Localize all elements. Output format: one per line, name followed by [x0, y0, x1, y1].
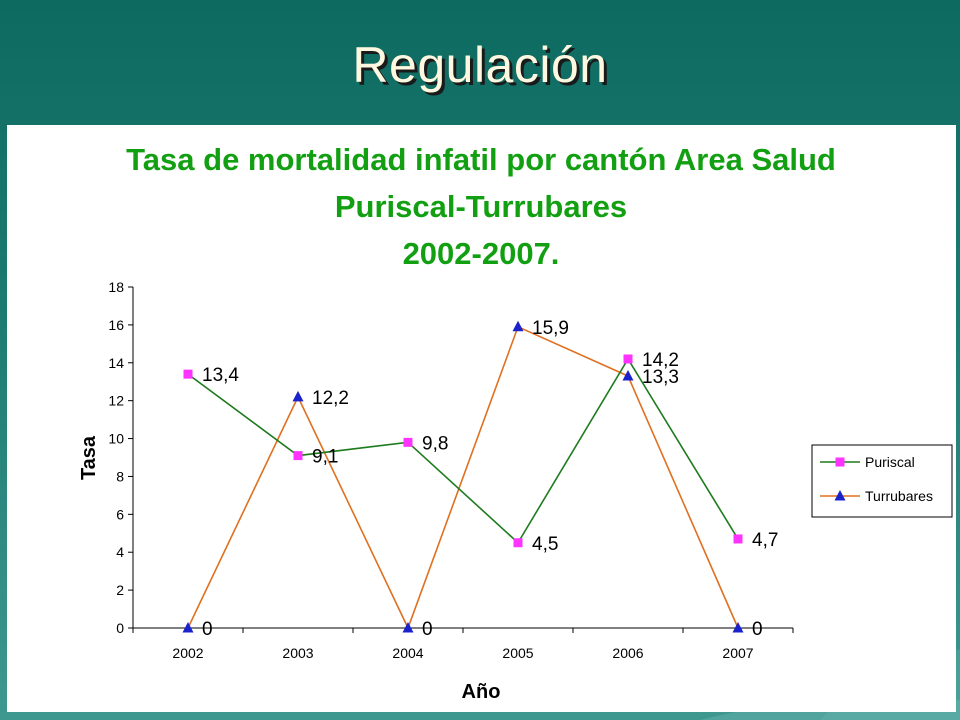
y-tick-label: 12 [108, 393, 124, 409]
x-tick-label: 2003 [282, 645, 313, 661]
y-tick-label: 0 [116, 620, 124, 636]
y-tick-label: 6 [116, 506, 124, 522]
legend-label-puriscal: Puriscal [865, 454, 915, 470]
y-tick-label: 18 [108, 279, 124, 295]
legend-label-turrubares: Turrubares [865, 488, 933, 504]
legend-marker-puriscal [835, 457, 845, 467]
data-label-puriscal: 9,8 [422, 433, 448, 454]
x-tick-label: 2005 [502, 645, 533, 661]
y-tick-label: 4 [116, 544, 124, 560]
y-tick-label: 14 [108, 355, 124, 371]
data-label-turrubares: 15,9 [532, 318, 569, 339]
x-axis-title: Año [462, 681, 501, 703]
y-axis-title: Tasa [78, 435, 100, 480]
data-point-turrubares [732, 622, 744, 633]
chart-title-line-2: Puriscal-Turrubares [335, 189, 627, 224]
y-tick-label: 8 [116, 468, 124, 484]
data-point-puriscal [733, 534, 743, 544]
x-tick-label: 2004 [392, 645, 423, 661]
series-line-turrubares [187, 325, 739, 631]
data-label-puriscal: 4,5 [532, 534, 558, 555]
data-point-turrubares [512, 320, 524, 332]
data-label-puriscal: 4,7 [752, 530, 778, 551]
data-point-puriscal [183, 369, 193, 379]
line-chart: Tasa de mortalidad infatil por cantón Ar… [78, 142, 953, 703]
y-tick-label: 2 [116, 582, 124, 598]
x-tick-label: 2002 [172, 645, 203, 661]
data-label-turrubares: 0 [752, 619, 763, 640]
y-tick-label: 16 [108, 317, 124, 333]
data-point-turrubares [622, 370, 634, 381]
data-point-turrubares [182, 622, 194, 633]
data-label-puriscal: 14,2 [642, 350, 679, 371]
data-label-puriscal: 9,1 [312, 447, 338, 468]
data-point-turrubares [402, 622, 414, 633]
chart-title-line-1: Tasa de mortalidad infatil por cantón Ar… [126, 142, 836, 177]
data-point-puriscal [403, 437, 413, 447]
x-tick-label: 2006 [612, 645, 643, 661]
chart-panel: Tasa de mortalidad infatil por cantón Ar… [7, 125, 956, 712]
data-point-puriscal [293, 451, 303, 461]
data-label-turrubares: 0 [202, 619, 213, 640]
data-label-turrubares: 12,2 [312, 388, 349, 409]
data-point-puriscal [623, 354, 633, 364]
data-label-turrubares: 0 [422, 619, 433, 640]
y-tick-label: 10 [108, 431, 124, 447]
slide-title: Regulación [352, 37, 608, 93]
x-tick-label: 2007 [722, 645, 753, 661]
data-label-turrubares: 13,3 [642, 367, 679, 388]
chart-title-line-3: 2002-2007. [403, 236, 560, 271]
legend-marker-turrubares [834, 490, 846, 501]
legend-box [811, 444, 953, 518]
data-label-puriscal: 13,4 [202, 365, 239, 386]
series-line-puriscal [187, 357, 739, 545]
data-point-puriscal [513, 538, 523, 548]
data-point-turrubares [292, 390, 304, 402]
